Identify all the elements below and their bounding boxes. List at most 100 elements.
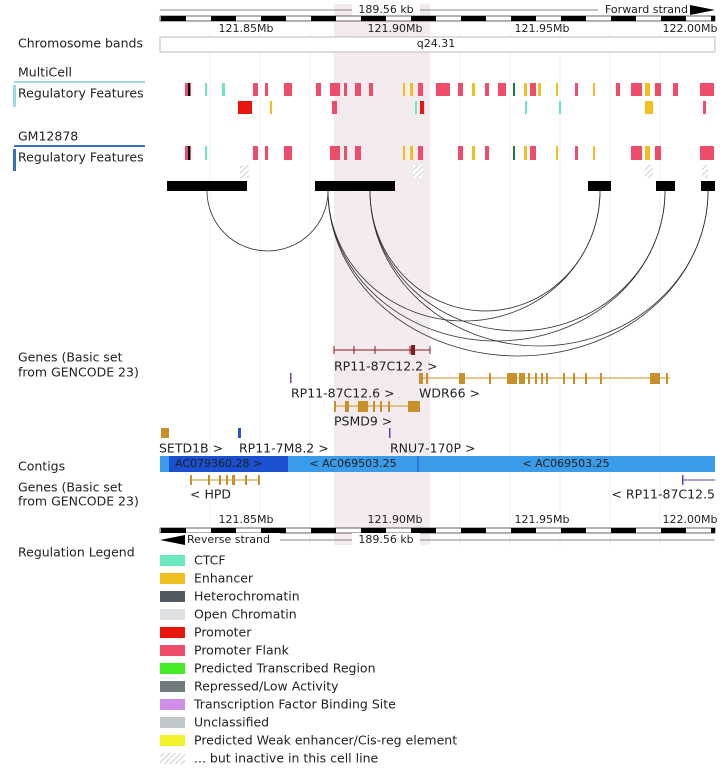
exon (563, 373, 565, 384)
ruler-block (511, 528, 536, 533)
exon (528, 373, 530, 384)
exon (388, 401, 390, 412)
reg-feature (530, 146, 536, 160)
contig-label: < AC069503.25 (309, 457, 396, 470)
reg-feature (253, 146, 258, 160)
reg-feature (700, 146, 714, 160)
reg-feature (631, 83, 642, 96)
interaction-arc (369, 190, 666, 332)
reg-inactive (413, 165, 423, 178)
exon (519, 373, 525, 384)
tick-label: 121.85Mb (219, 513, 274, 526)
reg-feature (222, 83, 225, 96)
interaction-block (701, 181, 715, 191)
tick-label: 121.90Mb (368, 513, 423, 526)
legend-swatch (160, 699, 185, 710)
highlight (334, 4, 430, 545)
legend-label: Transcription Factor Binding Site (193, 697, 396, 712)
reg-feature (418, 146, 423, 160)
exon (226, 475, 228, 485)
legend-label: Heterochromatin (194, 589, 300, 604)
reg-feature (188, 83, 190, 96)
track-label: Genes (Basic set (18, 480, 123, 495)
ruler-block (461, 528, 486, 533)
reg-feature (524, 83, 527, 96)
reg-feature (575, 83, 578, 96)
reg-inactive (240, 165, 249, 178)
ruler-block (361, 16, 386, 21)
ruler-block (611, 528, 636, 533)
track-bar (13, 85, 16, 107)
ruler-block (511, 16, 536, 21)
interaction-arc (327, 190, 709, 357)
track-label: from GENCODE 23) (18, 365, 139, 380)
legend-label: Enhancer (194, 571, 254, 586)
legend-swatch (160, 753, 185, 764)
reg-feature (673, 83, 678, 96)
reg-feature (415, 101, 417, 114)
ruler-block (711, 528, 715, 533)
reg-feature (655, 146, 661, 160)
band-label: q24.31 (417, 37, 455, 50)
exon (682, 475, 684, 485)
reg-feature (403, 83, 405, 96)
exon (208, 475, 210, 485)
reg-feature (645, 101, 653, 114)
track-label: Genes (Basic set (18, 350, 123, 365)
reg-feature (472, 146, 475, 160)
exon (489, 373, 491, 384)
ruler-block (211, 528, 236, 533)
reg-feature (355, 83, 361, 96)
reg-feature (700, 83, 714, 96)
tick-label: 121.85Mb (219, 22, 274, 35)
exon (573, 373, 575, 384)
track-label: Regulatory Features (18, 150, 144, 165)
tick-label: 121.90Mb (368, 22, 423, 35)
strand-arrow (160, 535, 185, 545)
tick-label: 121.95Mb (515, 513, 570, 526)
ruler-block (211, 16, 236, 21)
reg-feature (472, 83, 475, 96)
reg-feature (530, 83, 536, 96)
exon (459, 373, 465, 384)
reg-feature (436, 83, 450, 96)
reg-feature (403, 146, 405, 160)
reg-feature (188, 146, 190, 160)
exon (389, 428, 391, 438)
track-label: Regulatory Features (18, 86, 144, 101)
strand-arrow (690, 5, 715, 15)
reg-feature (485, 146, 489, 160)
tick-label: 121.95Mb (515, 22, 570, 35)
interaction-arc (206, 190, 329, 252)
span-bg (352, 533, 420, 547)
interaction-block (588, 181, 611, 191)
reg-feature (344, 83, 347, 96)
ruler-block (661, 16, 686, 21)
span: 189.56 kb (358, 3, 413, 16)
band (159, 36, 716, 53)
contig-label: AC079360.28 > (175, 457, 262, 470)
strand: Forward strand (605, 3, 688, 16)
ruler-block (261, 528, 286, 533)
reg-feature (369, 83, 373, 96)
reg-feature (485, 83, 489, 96)
exon (411, 345, 415, 355)
legend-label: Predicted Transcribed Region (194, 661, 376, 676)
contig (160, 456, 715, 472)
exon (426, 373, 428, 384)
legend-label: Promoter (194, 625, 252, 640)
legend-label: Repressed/Low Activity (194, 679, 339, 694)
contig (169, 456, 288, 472)
reg-inactive (702, 165, 708, 178)
track-label: from GENCODE 23) (18, 494, 139, 509)
interaction-block (167, 181, 247, 191)
exon (666, 373, 668, 384)
exon (408, 401, 420, 412)
exon (290, 373, 292, 383)
exon (600, 373, 602, 384)
reg-feature (655, 83, 661, 96)
legend-swatch (160, 663, 185, 674)
reg-feature (316, 83, 321, 96)
ruler-block (411, 528, 436, 533)
reg-feature (332, 101, 337, 114)
